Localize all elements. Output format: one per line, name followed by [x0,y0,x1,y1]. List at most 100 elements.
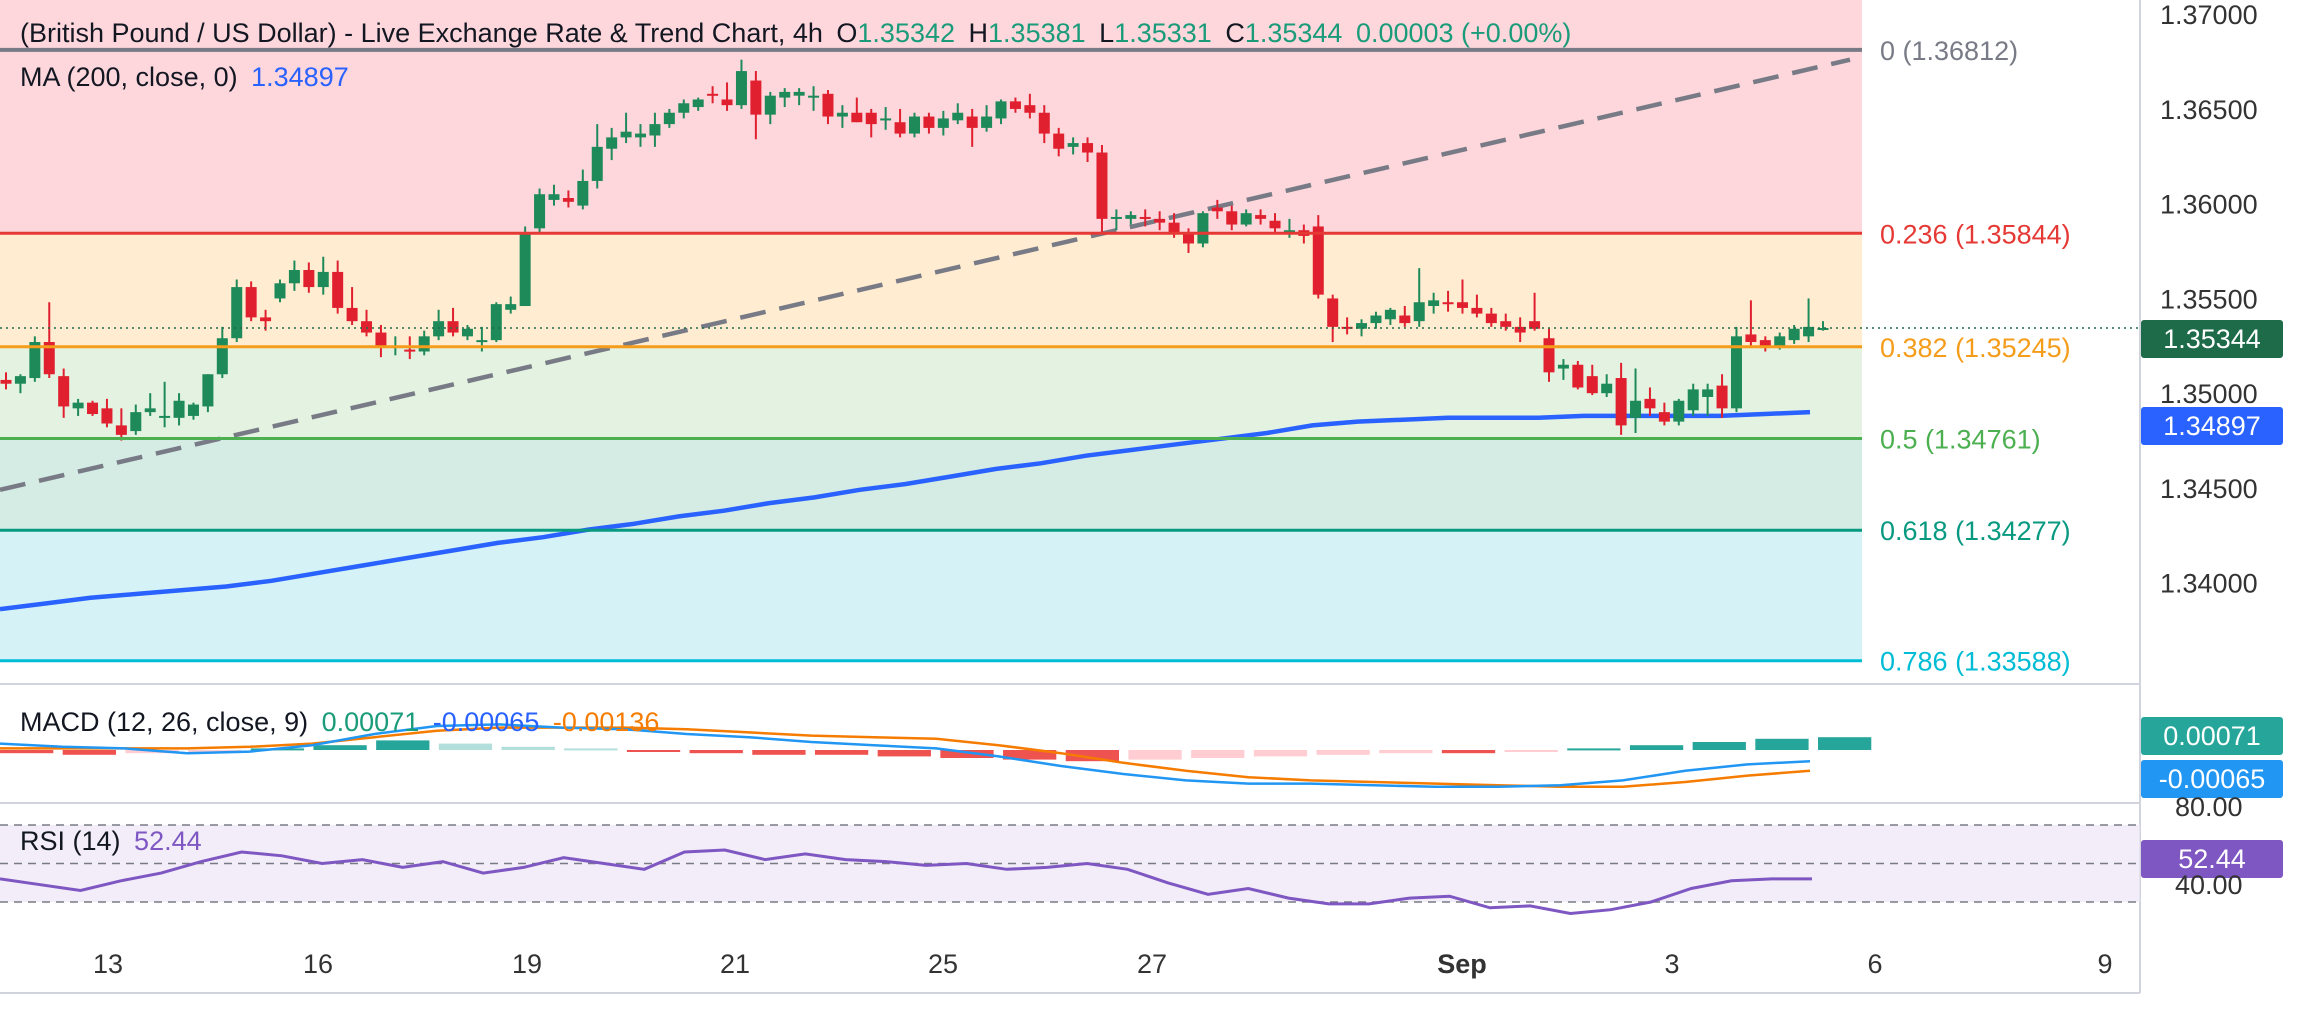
candle-body [1154,218,1166,223]
ma-legend-value: 1.34897 [251,62,349,92]
candle-body [317,271,329,288]
candle-body [851,112,863,123]
candle-body [1197,213,1209,244]
price-tick-label: 1.36000 [2160,190,2258,220]
price-tick-label: 1.35500 [2160,284,2258,314]
price-tick-label: 1.34000 [2160,569,2258,599]
candle-body [1615,378,1627,426]
candle-body [894,122,906,134]
candle-body [303,270,315,288]
candle-body [1730,336,1742,409]
candle-body [1139,216,1151,219]
candle-body [678,103,690,113]
candle-body [606,137,618,149]
rsi-pane [0,824,2140,916]
macd-value-badge: 0.00071 [2141,717,2283,755]
candle-body [43,342,55,375]
fib-band-top [0,0,1862,50]
macd-histogram-bar [1316,750,1370,755]
macd-histogram-bar [501,746,555,750]
price-tick-label: 1.35000 [2160,379,2258,409]
candle-body [865,112,877,125]
candle-body [1082,143,1094,153]
candle-body [663,112,675,125]
chart-title-row: (British Pound / US Dollar) - Live Excha… [20,18,1577,49]
price-tick-label: 1.37000 [2160,0,2258,30]
price-tick-label: 1.36500 [2160,95,2258,125]
macd-histogram-bar [188,750,242,752]
candle-body [1168,222,1180,235]
candle-body [707,93,719,96]
candle-body [1817,328,1829,331]
candle-body [404,349,416,352]
candle-body [519,232,531,307]
ma-legend-label: MA (200, close, 0) [20,62,238,92]
candle-body [1226,211,1238,225]
macd-histogram-bar [0,750,54,754]
macd-legend[interactable]: MACD (12, 26, close, 9) 0.00071 -0.00065… [20,707,665,738]
rsi-upper-level-label: 80.00 [2175,792,2243,822]
fibonacci-zones [0,0,1862,661]
time-tick-label: 13 [93,949,123,979]
macd-histogram-bar [1379,750,1433,754]
candle-body [260,317,272,322]
candle-body [534,194,546,229]
rsi-line [0,848,1812,916]
fib-label-0.786: 0.786 (1.33588) [1880,647,2071,677]
candle-body [808,95,820,98]
macd-histogram-bar [313,745,367,750]
candle-body [87,402,99,415]
time-tick-label: 19 [512,949,542,979]
rsi-legend-value: 52.44 [134,826,202,856]
candle-body [245,287,257,318]
rsi-legend[interactable]: RSI (14) 52.44 [20,826,208,857]
price-tick-label: 1.34500 [2160,474,2258,504]
candle-body [0,379,12,384]
time-tick-label: 3 [1664,949,1679,979]
candle-body [1500,321,1512,327]
time-tick-label: Sep [1437,949,1487,979]
candle-body [1658,412,1670,422]
ma-price-badge: 1.34897 [2141,407,2283,445]
candle-body [620,131,632,138]
axes: 1.37000 1.36500 1.36000 1.35500 1.35000 1.345… [93,0,2258,979]
macd-legend-label: MACD (12, 26, close, 9) [20,707,309,737]
candle-body [1586,376,1598,394]
rsi-value-badge: 52.44 [2141,840,2283,878]
candle-body [1601,383,1613,394]
macd-histogram-bar [626,750,681,752]
macd-histogram-bar [940,750,994,758]
macd-histogram-bar [376,740,430,750]
time-tick-label: 6 [1867,949,1882,979]
candle-body [822,93,834,117]
ma-legend[interactable]: MA (200, close, 0) 1.34897 [20,62,355,93]
candle-body [779,91,791,98]
candle-body [764,95,776,115]
candle-body [1125,215,1137,219]
candle-body [1384,309,1396,320]
candle-body [187,404,199,416]
candle-body [375,332,387,346]
macd-histogram-bar [877,750,931,757]
trendline [0,57,1851,493]
candle-body [1774,336,1786,346]
candle-body [159,415,171,418]
candle-body [447,321,459,333]
candle-body [1529,321,1541,329]
macd-legend-signal: -0.00065 [432,707,540,737]
candle-body [1557,364,1569,369]
candle-body [1428,300,1440,307]
candle-body [1471,307,1483,314]
candle-body [1255,215,1267,219]
fibonacci-labels: 0 (1.36812) 0.236 (1.35844) 0.382 (1.35245… [0,36,2071,677]
candle-body [288,270,300,284]
candle-body [1702,389,1714,397]
macd-histogram-bar [1253,750,1308,757]
candle-body [1053,133,1065,149]
time-tick-label: 27 [1137,949,1167,979]
candle-body [505,304,517,310]
time-tick-label: 9 [2097,949,2112,979]
macd-histogram-bar [438,743,493,750]
candle-body [577,180,589,206]
